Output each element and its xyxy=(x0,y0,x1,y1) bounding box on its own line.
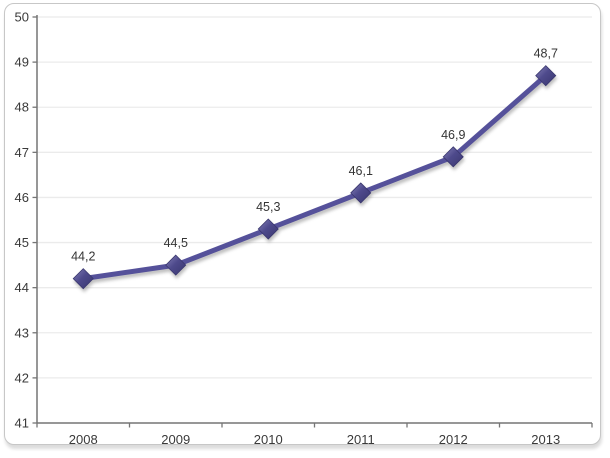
y-tick-label: 44 xyxy=(15,280,29,295)
x-tick-label: 2013 xyxy=(531,432,560,447)
series-group xyxy=(72,65,557,290)
data-label: 45,3 xyxy=(256,200,280,214)
data-label: 44,2 xyxy=(71,250,95,264)
x-tick-label: 2011 xyxy=(347,432,375,447)
x-tick-label: 2012 xyxy=(439,432,468,447)
diamond-marker-icon xyxy=(350,182,372,204)
chart-frame xyxy=(4,3,601,445)
y-tick-label: 50 xyxy=(15,10,29,25)
x-tick-label: 2008 xyxy=(69,432,98,447)
y-tick-label: 49 xyxy=(15,55,29,70)
y-tick-label: 47 xyxy=(15,145,29,160)
y-tick-label: 48 xyxy=(15,100,29,115)
y-tick-label: 41 xyxy=(15,416,29,431)
data-label: 44,5 xyxy=(164,236,188,250)
data-label: 46,9 xyxy=(441,128,465,142)
diamond-marker-icon xyxy=(72,268,94,290)
y-tick-label: 42 xyxy=(15,370,29,385)
series-line xyxy=(80,73,549,282)
y-tick-label: 46 xyxy=(15,190,29,205)
x-tick-label: 2009 xyxy=(161,432,190,447)
diamond-marker-icon xyxy=(442,146,464,168)
data-label: 48,7 xyxy=(534,47,558,61)
y-tick-label: 45 xyxy=(15,235,29,250)
y-tick-label: 43 xyxy=(15,325,29,340)
diamond-marker-icon xyxy=(257,218,279,240)
x-tick-label: 2010 xyxy=(254,432,283,447)
data-label: 46,1 xyxy=(349,164,373,178)
diamond-marker-icon xyxy=(165,254,187,276)
diamond-marker-icon xyxy=(535,65,557,87)
